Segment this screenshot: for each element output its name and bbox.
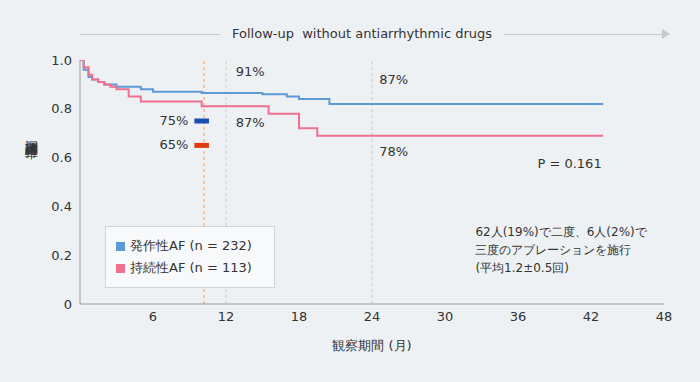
svg-text:18: 18 (291, 309, 308, 324)
svg-text:87%: 87% (379, 72, 408, 87)
svg-text:91%: 91% (236, 64, 265, 79)
html-text:Follow-up without antiarrhythm: Follow-up without antiarrhythmic drugs (232, 26, 492, 41)
svg-text:30: 30 (437, 309, 454, 324)
svg-text:75%: 75% (159, 113, 188, 128)
svg-text:62人(19%)で二度、6人(2%)で三度のアブレーションを: 62人(19%)で二度、6人(2%)で三度のアブレーションを施行(平均1.2±0… (475, 225, 647, 275)
svg-text:0.6: 0.6 (51, 150, 72, 165)
svg-text:42: 42 (583, 309, 600, 324)
svg-text:1.0: 1.0 (51, 53, 72, 68)
svg-text:6: 6 (149, 309, 157, 324)
svg-text:36: 36 (510, 309, 527, 324)
html-text:発作性AF (n = 232): 発作性AF (n = 232) (130, 238, 252, 253)
svg-text:12: 12 (218, 309, 235, 324)
svg-text:78%: 78% (379, 144, 408, 159)
svg-text:0.4: 0.4 (51, 199, 72, 214)
svg-text:0: 0 (64, 297, 72, 312)
svg-text:P = 0.161: P = 0.161 (537, 156, 601, 171)
svg-text:0.2: 0.2 (51, 248, 72, 263)
svg-text:24: 24 (364, 309, 381, 324)
svg-text:87%: 87% (236, 115, 265, 130)
svg-text:65%: 65% (159, 137, 188, 152)
html-text:持続性AF (n = 113): 持続性AF (n = 113) (130, 260, 252, 275)
svg-text:48: 48 (656, 309, 673, 324)
html-text:洞調律維持率: 洞調律維持率 (24, 130, 39, 136)
svg-text:観察期間 (月): 観察期間 (月) (332, 338, 411, 353)
svg-text:0.8: 0.8 (51, 101, 72, 116)
